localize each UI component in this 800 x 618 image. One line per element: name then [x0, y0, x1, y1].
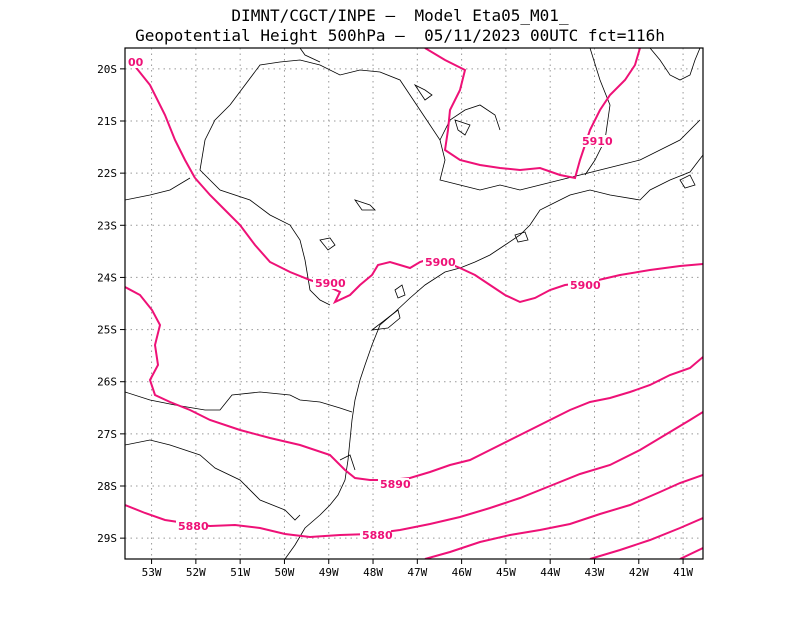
axis-tick-labels: 20S 21S 22S 23S 24S 25S 26S 27S 28S 29S 53W 52W 51W 5… [97, 63, 693, 579]
lon-tick-label: 50W [275, 566, 295, 579]
contour-label: 5900 [315, 277, 346, 290]
lake [454, 119, 471, 136]
coastlines-borders [125, 48, 703, 559]
contour-label: 5910 [582, 135, 613, 148]
inland-border [125, 391, 353, 413]
lake [353, 199, 376, 211]
contour-label: 5880 [178, 520, 209, 533]
inland-border [339, 454, 356, 471]
coastline [284, 154, 703, 559]
contour-5910-west [129, 59, 196, 179]
lake [394, 284, 406, 299]
lon-tick-label: 42W [629, 566, 649, 579]
lake [319, 237, 336, 251]
inland-border [299, 48, 321, 63]
contour-5880 [424, 474, 703, 559]
inland-border [199, 104, 306, 261]
lat-tick-label: 26S [97, 376, 117, 389]
lon-tick-label: 51W [230, 566, 250, 579]
contour-label: 5880 [362, 529, 393, 542]
contour-label: 5890 [380, 478, 411, 491]
lon-tick-label: 46W [452, 566, 472, 579]
inland-border [649, 48, 701, 81]
contour-5910-east [424, 48, 641, 180]
chart-title-line1: DIMNT/CGCT/INPE – Model Eta05_M01_ [231, 6, 569, 25]
lon-tick-label: 45W [496, 566, 516, 579]
lon-tick-label: 48W [363, 566, 383, 579]
lat-tick-label: 23S [97, 219, 117, 232]
contour-5870 [589, 517, 703, 559]
plot-frame [124, 47, 704, 560]
inland-border [125, 439, 301, 521]
contour-5890 [125, 411, 703, 539]
contour-5860 [679, 547, 703, 559]
inland-border [304, 259, 331, 306]
coast-bay [370, 309, 401, 331]
chart-title-line2: Geopotential Height 500hPa – 05/11/2023 … [135, 26, 665, 45]
inland-border [584, 48, 611, 176]
lon-tick-label: 41W [673, 566, 693, 579]
lat-tick-label: 28S [97, 480, 117, 493]
gridlines [125, 48, 703, 559]
inland-border [125, 177, 191, 201]
lat-tick-label: 29S [97, 532, 117, 545]
inland-border [229, 59, 701, 191]
lon-tick-label: 47W [407, 566, 427, 579]
lat-tick-label: 22S [97, 167, 117, 180]
lon-tick-label: 53W [142, 566, 162, 579]
lon-tick-label: 44W [540, 566, 560, 579]
contour-label: 5900 [425, 256, 456, 269]
lat-tick-label: 27S [97, 428, 117, 441]
height-contours [125, 48, 703, 559]
contour-label: 00 [128, 56, 144, 69]
lon-tick-label: 49W [319, 566, 339, 579]
lake [679, 174, 696, 189]
lon-tick-label: 43W [585, 566, 605, 579]
contour-label: 5900 [570, 279, 601, 292]
lat-tick-label: 21S [97, 115, 117, 128]
lat-tick-label: 20S [97, 63, 117, 76]
contour-5900 [194, 177, 703, 305]
lon-tick-label: 52W [186, 566, 206, 579]
lat-tick-label: 24S [97, 271, 117, 284]
lat-tick-label: 25S [97, 324, 117, 337]
lake [413, 83, 433, 101]
axis-ticks [120, 68, 684, 564]
lake [514, 231, 529, 243]
contour-5900-west [125, 286, 703, 481]
